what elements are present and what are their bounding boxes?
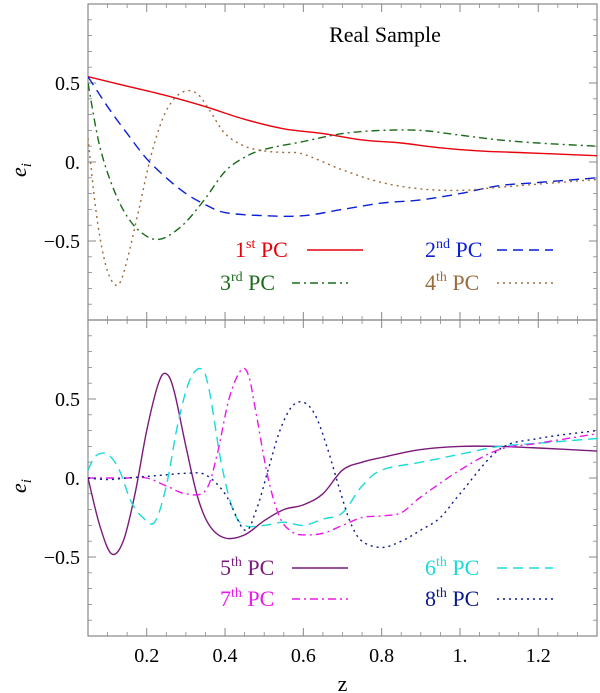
legend-label-pc3: 3rd PC bbox=[220, 270, 275, 295]
legend-label-pc8: 8th PC bbox=[425, 586, 479, 611]
plot-frame bbox=[87, 3, 598, 321]
series-line-pc7 bbox=[88, 367, 597, 536]
series-line-pc1 bbox=[88, 76, 597, 157]
plot-frame bbox=[87, 319, 598, 637]
series-line-pc8 bbox=[88, 400, 597, 549]
y-tick-label: −0.5 bbox=[44, 547, 80, 569]
y-tick-label: 0.5 bbox=[55, 389, 80, 411]
series-line-pc5 bbox=[88, 372, 597, 556]
x-tick-label: 1. bbox=[452, 645, 467, 667]
top-panel: −0.5 0. 0.5 ei Real Sample 1st PC 2nd PC 3rd PC… bbox=[6, 3, 598, 321]
y-tick-label: 0. bbox=[65, 468, 80, 490]
y-tick-label: 0. bbox=[65, 152, 80, 174]
legend-label-pc7: 7th PC bbox=[220, 586, 274, 611]
x-axis-label: z bbox=[338, 671, 348, 693]
series-line-pc3 bbox=[88, 82, 597, 241]
x-tick-label: 0.6 bbox=[291, 645, 316, 667]
legend-label-pc6: 6th PC bbox=[425, 555, 479, 580]
x-tick-label: 0.4 bbox=[213, 645, 238, 667]
legend-label-pc4: 4th PC bbox=[425, 270, 479, 295]
series-line-pc6 bbox=[88, 367, 597, 528]
y-axis-label: ei bbox=[6, 163, 35, 177]
series-line-pc4 bbox=[88, 89, 597, 287]
x-tick-label: 0.2 bbox=[134, 645, 159, 667]
legend-label-pc1: 1st PC bbox=[235, 237, 288, 262]
series-line-pc2 bbox=[88, 76, 597, 218]
y-axis-label: ei bbox=[6, 479, 35, 493]
x-tick-label: 1.2 bbox=[526, 645, 551, 667]
x-tick-label: 0.8 bbox=[369, 645, 394, 667]
chart-title: Real Sample bbox=[329, 22, 441, 47]
y-tick-label: 0.5 bbox=[55, 73, 80, 95]
y-tick-label: −0.5 bbox=[44, 231, 80, 253]
legend-label-pc5: 5th PC bbox=[220, 555, 274, 580]
legend-label-pc2: 2nd PC bbox=[425, 237, 482, 262]
bottom-panel: −0.5 0. 0.5 0.2 0.4 0.6 0.8 1. 1.2 ei z 5th PC 6th P… bbox=[6, 319, 598, 693]
